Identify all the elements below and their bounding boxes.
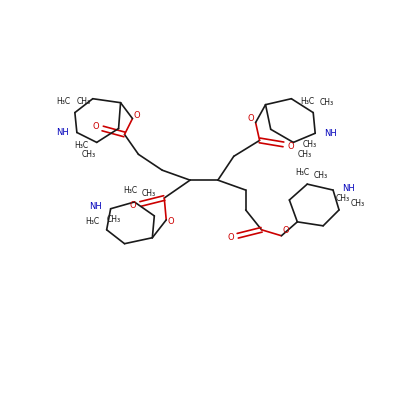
Text: CH₃: CH₃ — [351, 200, 365, 208]
Text: CH₃: CH₃ — [107, 215, 121, 224]
Text: CH₃: CH₃ — [76, 97, 91, 106]
Text: NH: NH — [324, 129, 337, 138]
Text: O: O — [282, 226, 289, 236]
Text: CH₃: CH₃ — [298, 150, 312, 159]
Text: CH₃: CH₃ — [314, 171, 328, 180]
Text: O: O — [130, 202, 136, 210]
Text: O: O — [168, 217, 174, 226]
Text: H₃C: H₃C — [300, 97, 314, 106]
Text: H₃C: H₃C — [74, 141, 88, 150]
Text: O: O — [287, 142, 294, 151]
Text: H₃C: H₃C — [86, 216, 100, 226]
Text: H₃C: H₃C — [124, 186, 138, 195]
Text: O: O — [227, 233, 234, 242]
Text: CH₃: CH₃ — [320, 98, 334, 107]
Text: O: O — [92, 122, 99, 131]
Text: NH: NH — [56, 128, 69, 137]
Text: O: O — [133, 111, 140, 120]
Text: NH: NH — [89, 202, 102, 211]
Text: CH₃: CH₃ — [141, 189, 156, 198]
Text: H₃C: H₃C — [56, 97, 70, 106]
Text: H₃C: H₃C — [296, 168, 310, 178]
Text: CH₃: CH₃ — [303, 140, 317, 149]
Text: CH₃: CH₃ — [336, 194, 350, 203]
Text: CH₃: CH₃ — [82, 150, 96, 159]
Text: O: O — [248, 114, 254, 123]
Text: NH: NH — [342, 184, 354, 192]
